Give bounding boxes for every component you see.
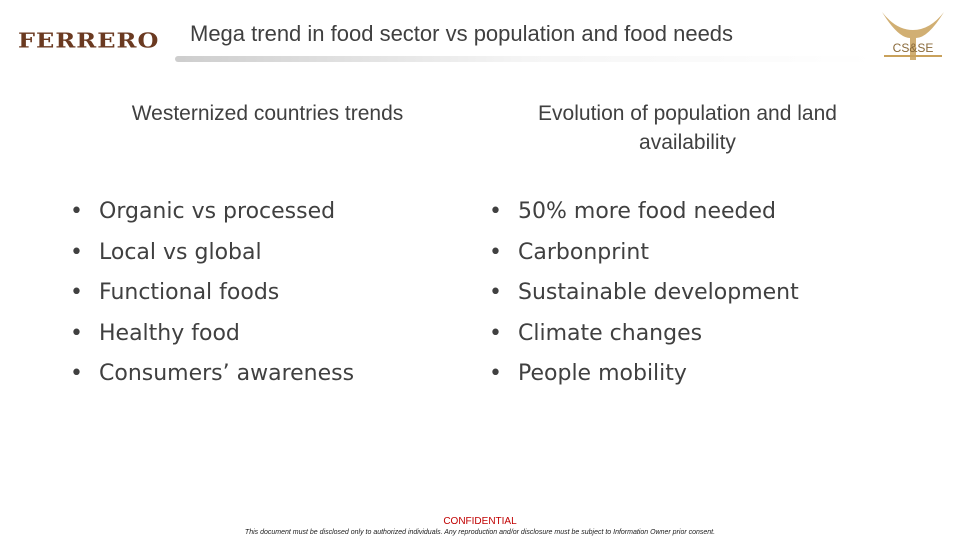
list-item: • Organic vs processed	[70, 199, 336, 224]
svg-text:CS&SE: CS&SE	[893, 41, 934, 55]
header-divider	[175, 56, 875, 62]
corner-logo: CS&SE	[882, 12, 944, 60]
list-item: • Healthy food	[70, 320, 240, 346]
page-title: Mega trend in food sector vs population …	[190, 21, 734, 46]
list-item: • Local vs global	[70, 239, 262, 265]
right-bullet-list: • 50% more food needed • Carbonprint • Sust…	[489, 194, 799, 397]
right-column-heading: Evolution of population and land availab…	[538, 102, 837, 154]
list-item: • Functional foods	[70, 280, 280, 305]
left-bullet-list: • Organic vs processed • Local vs global •…	[70, 194, 354, 397]
list-item: • Climate changes	[489, 320, 703, 346]
list-item: • 50% more food needed	[489, 199, 776, 224]
left-column-heading: Westernized countries trends	[131, 102, 404, 125]
ferrero-logo: FERRERO	[18, 28, 160, 53]
confidential-label: CONFIDENTIAL	[443, 516, 517, 527]
list-item: • People mobility	[489, 361, 687, 386]
list-item: • Carbonprint	[489, 239, 649, 265]
disclaimer-text: This document must be disclosed only to …	[244, 529, 716, 536]
list-item: • Consumers’ awareness	[70, 361, 355, 386]
list-item: • Sustainable development	[489, 280, 799, 305]
